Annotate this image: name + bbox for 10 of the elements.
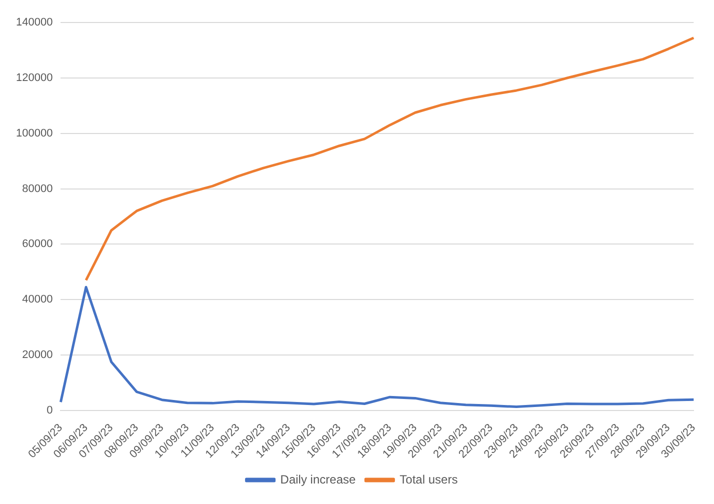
y-tick-label: 20000: [22, 349, 53, 362]
y-tick-label: 80000: [22, 182, 53, 195]
y-tick-label: 140000: [16, 16, 53, 29]
y-tick-label: 0: [46, 404, 53, 416]
y-tick-label: 120000: [16, 72, 53, 84]
y-tick-label: 100000: [16, 127, 53, 140]
y-tick-label: 40000: [22, 294, 53, 306]
y-tick-label: 60000: [22, 238, 53, 250]
legend-label: Daily increase: [280, 472, 356, 486]
legend-label: Total users: [400, 472, 458, 486]
